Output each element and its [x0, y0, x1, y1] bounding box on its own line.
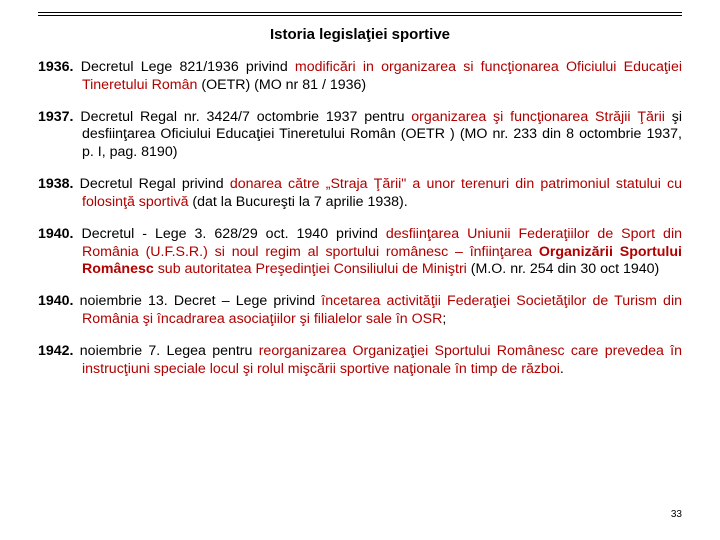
- entry-text-pre: noiembrie 7. Legea pentru: [74, 343, 259, 359]
- entry-1937: 1937. Decretul Regal nr. 3424/7 octombri…: [38, 109, 682, 162]
- entry-year: 1938.: [38, 176, 74, 192]
- entry-year: 1942.: [38, 343, 74, 359]
- entry-year: 1940.: [38, 226, 74, 242]
- entry-text-post: ;: [442, 311, 446, 327]
- entry-1940a: 1940. Decretul - Lege 3. 628/29 oct. 194…: [38, 226, 682, 279]
- entry-highlight2: sub autoritatea Preşedinţiei Consiliului…: [154, 261, 467, 277]
- entry-highlight: organizarea şi funcţionarea Străjii Ţări…: [411, 109, 665, 125]
- page-number: 33: [671, 509, 682, 520]
- entry-text-pre: noiembrie 13. Decret – Lege privind: [74, 293, 322, 309]
- entry-1942: 1942. noiembrie 7. Legea pentru reorgani…: [38, 343, 682, 379]
- entry-text-post: .: [560, 361, 564, 377]
- entry-text-pre: Decretul Regal nr. 3424/7 octombrie 1937…: [74, 109, 412, 125]
- entry-text-pre: Decretul Lege 821/1936 privind: [74, 59, 295, 75]
- entry-year: 1936.: [38, 59, 74, 75]
- entry-year: 1937.: [38, 109, 74, 125]
- entry-text-post: (dat la Bucureşti la 7 aprilie 1938).: [188, 194, 407, 210]
- page-title: Istoria legislaţiei sportive: [38, 26, 682, 43]
- rule-top: [38, 12, 682, 13]
- entry-text-post: (OETR) (MO nr 81 / 1936): [197, 77, 366, 93]
- rule-bottom: [38, 15, 682, 16]
- document-page: Istoria legislaţiei sportive 1936. Decre…: [0, 0, 720, 378]
- entry-1940b: 1940. noiembrie 13. Decret – Lege privin…: [38, 293, 682, 329]
- entry-year: 1940.: [38, 293, 74, 309]
- entry-1938: 1938. Decretul Regal privind donarea căt…: [38, 176, 682, 212]
- entry-text-post: (M.O. nr. 254 din 30 oct 1940): [467, 261, 659, 277]
- entry-text-pre: Decretul - Lege 3. 628/29 oct. 1940 priv…: [74, 226, 386, 242]
- entry-1936: 1936. Decretul Lege 821/1936 privind mod…: [38, 59, 682, 95]
- entry-text-pre: Decretul Regal privind: [74, 176, 230, 192]
